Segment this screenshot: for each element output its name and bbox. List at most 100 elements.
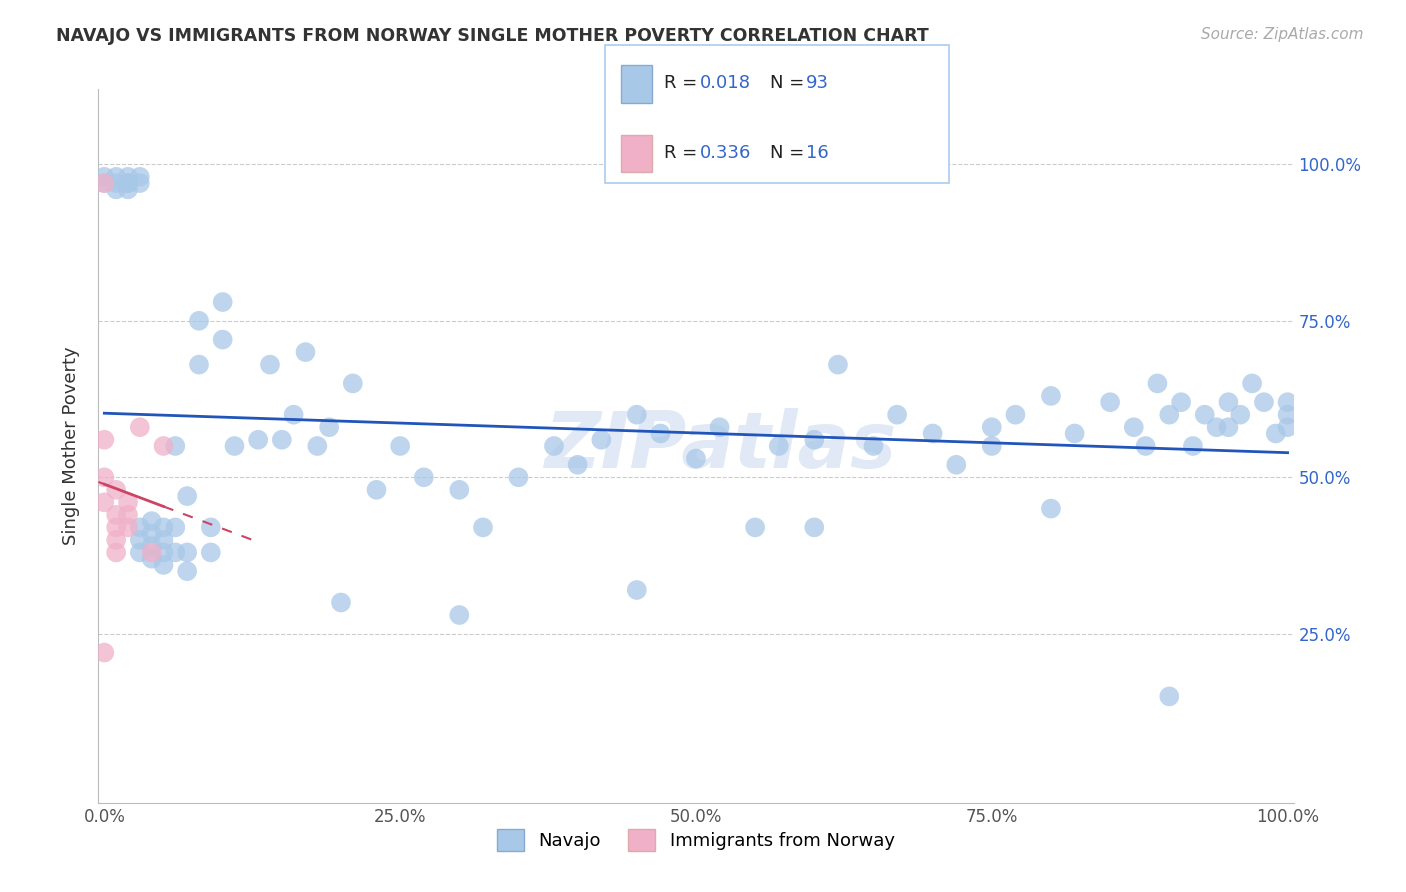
Point: [567, 458, 589, 472]
Point: [105, 176, 128, 190]
Point: [152, 545, 174, 559]
Point: [389, 439, 412, 453]
Point: [1039, 389, 1062, 403]
Point: [1264, 426, 1286, 441]
Point: [141, 551, 163, 566]
Point: [152, 439, 174, 453]
Text: NAVAJO VS IMMIGRANTS FROM NORWAY SINGLE MOTHER POVERTY CORRELATION CHART: NAVAJO VS IMMIGRANTS FROM NORWAY SINGLE …: [56, 27, 929, 45]
Point: [141, 539, 163, 553]
Point: [105, 182, 128, 196]
Point: [152, 520, 174, 534]
Point: [141, 545, 163, 559]
Point: [1181, 439, 1204, 453]
Point: [1039, 501, 1062, 516]
Point: [128, 520, 150, 534]
Point: [117, 169, 139, 184]
Point: [93, 169, 115, 184]
Point: [1194, 408, 1216, 422]
Point: [152, 533, 174, 547]
Point: [1063, 426, 1085, 441]
Point: [211, 333, 233, 347]
Point: [1218, 420, 1240, 434]
Point: [105, 545, 128, 559]
Point: [117, 495, 139, 509]
Point: [449, 483, 471, 497]
Point: [165, 439, 187, 453]
Point: [117, 182, 139, 196]
Point: [176, 489, 198, 503]
Point: [105, 533, 128, 547]
Point: [1277, 420, 1299, 434]
Point: [117, 176, 139, 190]
Text: ZIPatlas: ZIPatlas: [544, 408, 896, 484]
Point: [768, 439, 790, 453]
Point: [1135, 439, 1157, 453]
Point: [685, 451, 707, 466]
Point: [93, 495, 115, 509]
Point: [342, 376, 364, 391]
Text: R =: R =: [664, 74, 703, 92]
Point: [165, 520, 187, 534]
Point: [803, 433, 825, 447]
Point: [827, 358, 849, 372]
Point: [318, 420, 340, 434]
Point: [128, 420, 150, 434]
Text: 93: 93: [806, 74, 828, 92]
Point: [650, 426, 672, 441]
Point: [1277, 408, 1299, 422]
Point: [152, 558, 174, 572]
Point: [626, 582, 648, 597]
Point: [188, 358, 211, 372]
Point: [283, 408, 305, 422]
Point: [744, 520, 766, 534]
Point: [200, 520, 222, 534]
Point: [1122, 420, 1144, 434]
Point: [294, 345, 316, 359]
Point: [176, 564, 198, 578]
Point: [508, 470, 530, 484]
Point: [945, 458, 967, 472]
Point: [1241, 376, 1264, 391]
Text: R =: R =: [664, 145, 703, 162]
Point: [105, 508, 128, 522]
Point: [862, 439, 884, 453]
Point: [1170, 395, 1192, 409]
Point: [176, 545, 198, 559]
Point: [270, 433, 292, 447]
Point: [1146, 376, 1168, 391]
Text: 16: 16: [806, 145, 828, 162]
Point: [1099, 395, 1122, 409]
Point: [117, 176, 139, 190]
Point: [259, 358, 281, 372]
Point: [591, 433, 613, 447]
Point: [105, 169, 128, 184]
Point: [93, 646, 115, 660]
Point: [366, 483, 388, 497]
Point: [307, 439, 329, 453]
Point: [247, 433, 270, 447]
Point: [1218, 395, 1240, 409]
Point: [1277, 395, 1299, 409]
Point: [921, 426, 943, 441]
Point: [412, 470, 434, 484]
Point: [211, 295, 233, 310]
Point: [105, 520, 128, 534]
Point: [93, 470, 115, 484]
Point: [980, 420, 1002, 434]
Point: [117, 520, 139, 534]
Point: [128, 533, 150, 547]
Point: [1229, 408, 1251, 422]
Point: [1159, 408, 1181, 422]
Text: N =: N =: [770, 145, 810, 162]
Point: [141, 514, 163, 528]
Point: [93, 433, 115, 447]
Text: Source: ZipAtlas.com: Source: ZipAtlas.com: [1201, 27, 1364, 42]
Point: [449, 607, 471, 622]
Legend: Navajo, Immigrants from Norway: Navajo, Immigrants from Norway: [489, 822, 903, 858]
Point: [128, 169, 150, 184]
Text: N =: N =: [770, 74, 810, 92]
Point: [1004, 408, 1026, 422]
Point: [980, 439, 1002, 453]
Point: [105, 483, 128, 497]
Point: [472, 520, 495, 534]
